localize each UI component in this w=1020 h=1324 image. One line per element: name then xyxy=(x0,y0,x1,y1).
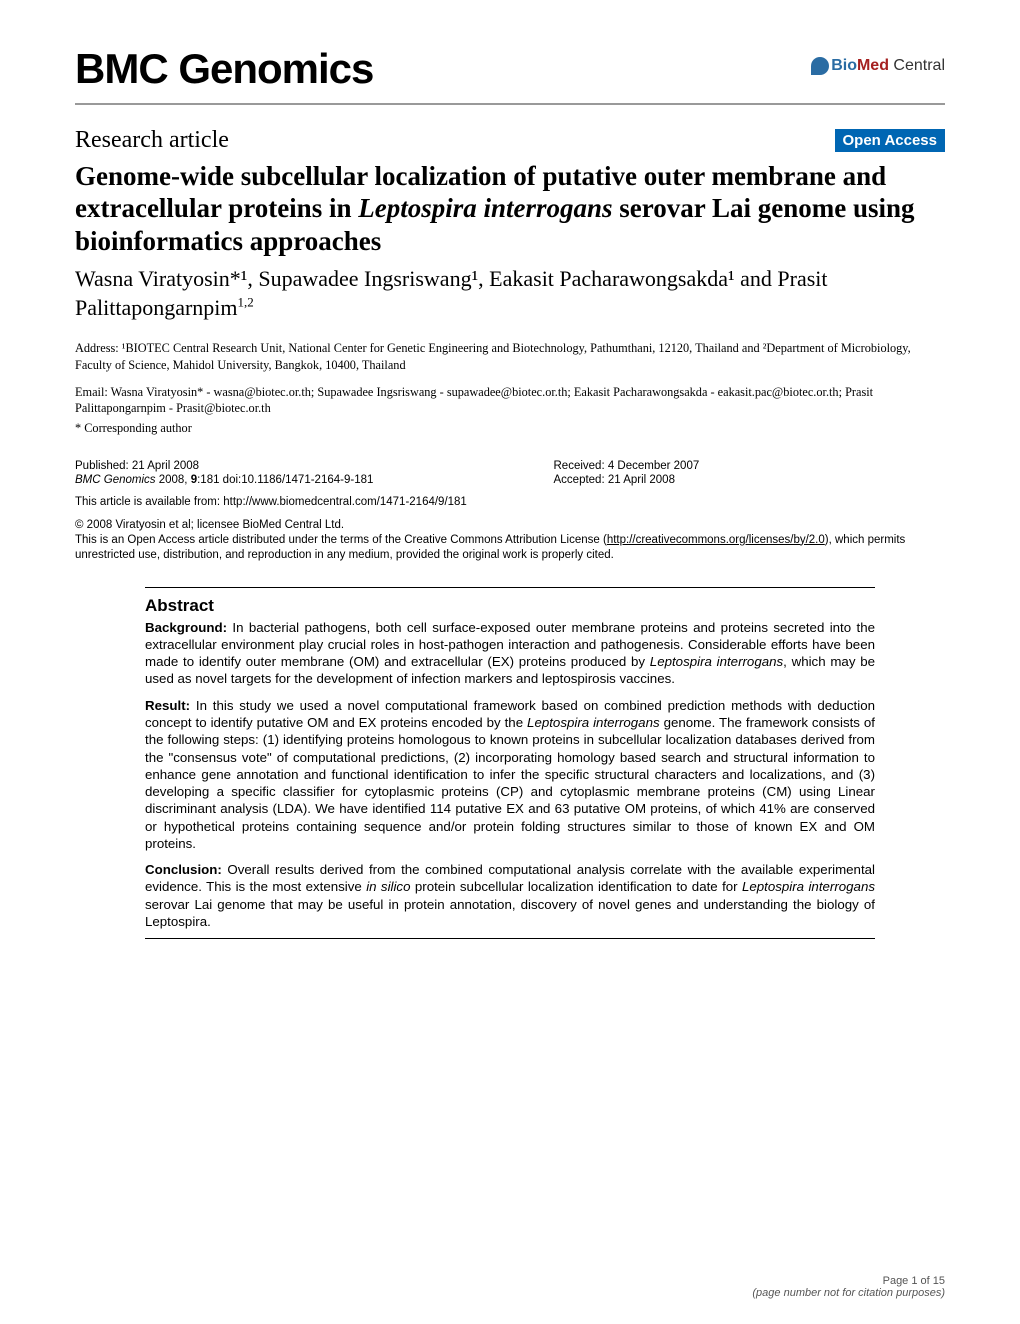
page-number: Page 1 of 15 xyxy=(752,1275,945,1287)
copyright-line2: This is an Open Access article distribut… xyxy=(75,533,945,563)
abstract-conclusion: Conclusion: Overall results derived from… xyxy=(145,861,875,930)
footer-note: (page number not for citation purposes) xyxy=(752,1287,945,1299)
publication-dates-row: Published: 21 April 2008 Received: 4 Dec… xyxy=(75,460,945,472)
conclusion-post: serovar Lai genome that may be useful in… xyxy=(145,897,875,929)
abstract: Abstract Background: In bacterial pathog… xyxy=(145,587,875,940)
article-type: Research article xyxy=(75,127,229,154)
authors-last-sup: 1,2 xyxy=(238,294,254,309)
citation: BMC Genomics 2008, 9:181 doi:10.1186/147… xyxy=(75,474,554,486)
background-ital: Leptospira interrogans xyxy=(650,654,783,669)
open-access-badge: Open Access xyxy=(835,129,946,152)
abstract-background: Background: In bacterial pathogens, both… xyxy=(145,619,875,688)
publisher-med: Med xyxy=(857,57,889,74)
journal-logo: BMC Genomics xyxy=(75,45,373,93)
abstract-heading: Abstract xyxy=(145,596,875,616)
published-date: Published: 21 April 2008 xyxy=(75,460,554,472)
conclusion-ital1: in silico xyxy=(366,879,410,894)
citation-row: BMC Genomics 2008, 9:181 doi:10.1186/147… xyxy=(75,474,945,494)
article-title: Genome-wide subcellular localization of … xyxy=(75,160,945,257)
result-ital: Leptospira interrogans xyxy=(527,715,660,730)
conclusion-label: Conclusion: xyxy=(145,862,222,877)
result-label: Result: xyxy=(145,698,190,713)
publisher-central: Central xyxy=(889,57,945,74)
page-footer: Page 1 of 15 (page number not for citati… xyxy=(752,1275,945,1299)
citation-pages: :181 doi:10.1186/1471-2164-9-181 xyxy=(197,474,373,486)
affiliations: Address: ¹BIOTEC Central Research Unit, … xyxy=(75,340,945,373)
copyright-line1: © 2008 Viratyosin et al; licensee BioMed… xyxy=(75,518,945,533)
copyright-pre: This is an Open Access article distribut… xyxy=(75,534,607,546)
conclusion-mid: protein subcellular localization identif… xyxy=(410,879,742,894)
conclusion-ital2: Leptospira interrogans xyxy=(742,879,875,894)
article-url: This article is available from: http://w… xyxy=(75,496,945,508)
authors-names: Wasna Viratyosin*¹, Supawadee Ingsriswan… xyxy=(75,266,828,320)
page-header: BMC Genomics BioMed Central xyxy=(75,45,945,105)
article-type-row: Research article Open Access xyxy=(75,127,945,154)
authors: Wasna Viratyosin*¹, Supawadee Ingsriswan… xyxy=(75,265,945,322)
publisher-logo: BioMed Central xyxy=(811,57,945,75)
license-link[interactable]: http://creativecommons.org/licenses/by/2… xyxy=(607,534,825,546)
citation-journal: BMC Genomics xyxy=(75,474,156,486)
copyright: © 2008 Viratyosin et al; licensee BioMed… xyxy=(75,518,945,563)
publisher-bio: Bio xyxy=(831,57,857,74)
title-ital: Leptospira interrogans xyxy=(358,193,612,223)
accepted-date: Accepted: 21 April 2008 xyxy=(554,474,946,494)
result-post: genome. The framework consists of the fo… xyxy=(145,715,875,851)
publisher-icon xyxy=(811,57,829,75)
background-label: Background: xyxy=(145,620,227,635)
abstract-result: Result: In this study we used a novel co… xyxy=(145,697,875,853)
corresponding-note: * Corresponding author xyxy=(75,421,945,436)
citation-rest: 2008, xyxy=(156,474,191,486)
author-emails: Email: Wasna Viratyosin* - wasna@biotec.… xyxy=(75,384,945,417)
received-date: Received: 4 December 2007 xyxy=(554,460,946,472)
